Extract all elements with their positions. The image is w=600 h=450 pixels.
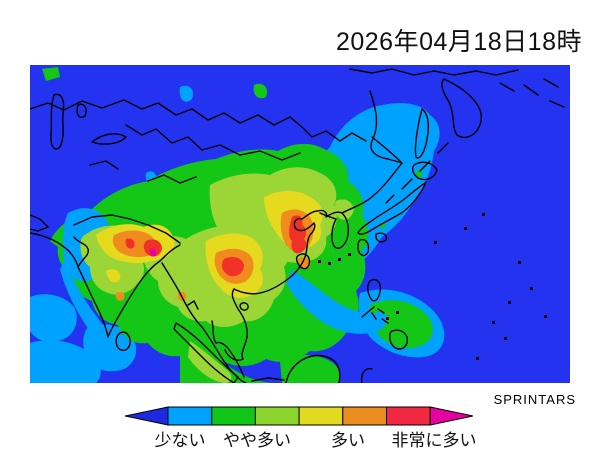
legend-segment-6	[386, 406, 431, 426]
aerosol-extreme-layer	[149, 248, 157, 257]
forecast-datetime-title: 2026年04月18日18時	[335, 28, 582, 56]
legend-segment-3	[254, 406, 300, 426]
coast-japan	[295, 161, 438, 270]
legend-segment-4	[298, 406, 344, 426]
legend-segment-2	[211, 406, 256, 426]
legend-label-very-high: 非常に多い	[391, 431, 477, 450]
coastlines	[30, 68, 565, 383]
legend-arrow-right	[429, 406, 473, 426]
island-dots	[318, 213, 547, 360]
coast-west-asia	[30, 214, 79, 268]
aerosol-severe-layer	[125, 215, 307, 277]
legend-label-low: 少ない	[154, 431, 206, 450]
sprintars-credit-label: SPRINTARS	[493, 392, 576, 407]
legend-label-high: 多い	[331, 431, 365, 450]
coast-east-asia	[233, 68, 565, 295]
aerosol-forecast-map	[30, 65, 570, 383]
borders-north	[30, 99, 367, 184]
aerosol-map-svg	[30, 65, 570, 383]
legend-arrow-left	[125, 406, 169, 426]
coast-india	[73, 214, 181, 351]
lakes	[50, 93, 127, 150]
legend-colorbar	[125, 406, 473, 426]
legend-label-somewhat-high: やや多い	[223, 431, 291, 450]
legend-segment-5	[342, 406, 388, 426]
coast-southeast-asia	[161, 262, 249, 383]
coast-islands	[173, 278, 408, 383]
legend-segment-1	[167, 406, 213, 426]
